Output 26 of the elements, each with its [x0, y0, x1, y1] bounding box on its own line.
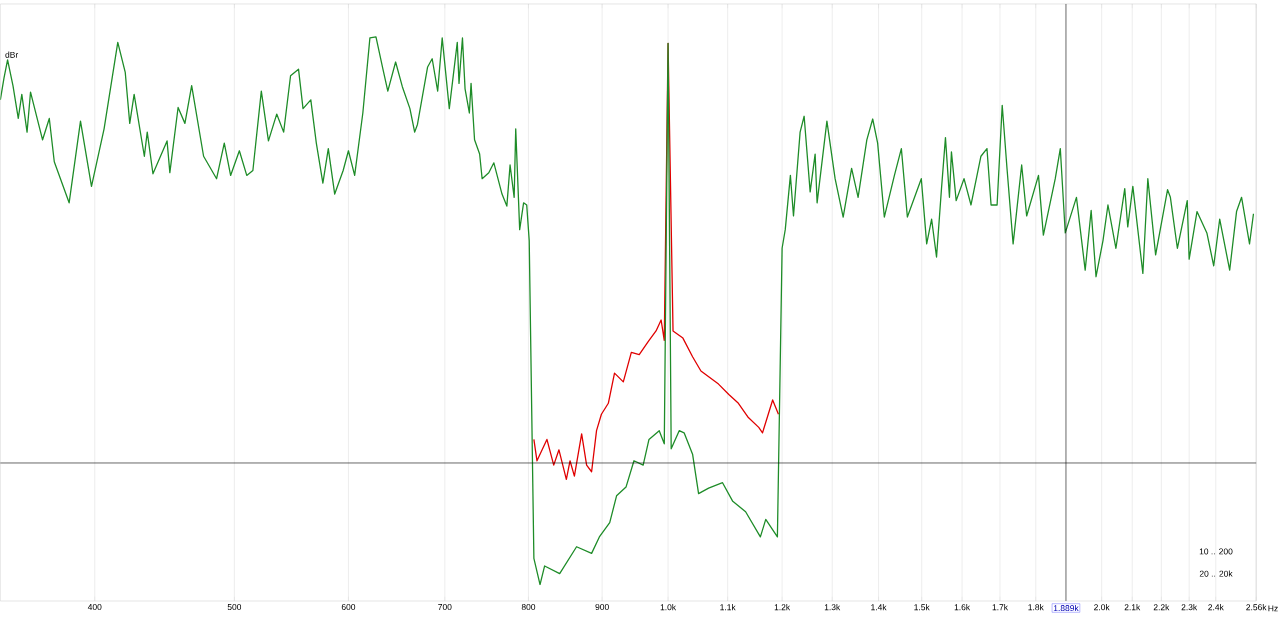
x-tick-label: 1.7k	[992, 604, 1008, 611]
x-tick-label: 2.56k	[1246, 604, 1267, 611]
x-axis-title: Hz	[1268, 605, 1278, 612]
x-tick-label: 1.1k	[720, 604, 736, 611]
x-tick-label: 900	[595, 604, 609, 611]
x-tick-label: 800	[521, 604, 536, 611]
x-tick-label: 1.8k	[1028, 604, 1044, 611]
x-tick-label: 2.1k	[1124, 604, 1141, 611]
x-tick-label: 600	[341, 604, 356, 611]
x-tick-label: 1.4k	[871, 604, 887, 611]
annotation: 10 .. 200	[1199, 548, 1233, 555]
x-tick-label: 1.0k	[660, 604, 677, 611]
x-tick-label: 2.3k	[1181, 604, 1198, 611]
x-tick-label: 1.3k	[824, 604, 841, 611]
x-tick-label: 400	[87, 604, 102, 611]
x-tick-label: 700	[438, 604, 452, 611]
annotation: 20 .. 20k	[1199, 570, 1233, 577]
x-tick-label: 2.4k	[1208, 604, 1224, 611]
y-axis-title: dBr	[5, 51, 19, 58]
ref-line-label: 1.889k	[1053, 604, 1079, 612]
x-tick-label: 2.2k	[1153, 604, 1170, 611]
x-tick-label: 2.0k	[1094, 604, 1110, 611]
x-tick-label: 1.2k	[774, 604, 791, 611]
x-tick-label: 1.6k	[954, 604, 971, 611]
x-tick-label: 1.5k	[914, 604, 930, 611]
x-tick-label: 500	[227, 604, 242, 611]
